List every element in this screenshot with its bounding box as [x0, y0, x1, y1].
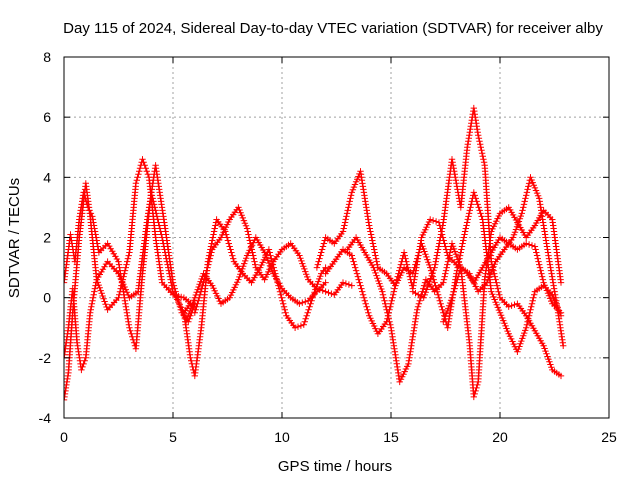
y-tick-label: -4: [39, 410, 52, 426]
series-track-3: [64, 189, 194, 352]
y-tick-label: 6: [43, 109, 51, 125]
axis-ticks: [63, 56, 610, 419]
y-tick-label: 4: [43, 169, 51, 185]
series-track-6: [182, 234, 329, 325]
x-tick-labels: 0 5 10 15 20 25: [60, 429, 617, 445]
series-track-9: [344, 204, 565, 401]
series-markers: [64, 189, 194, 352]
series-markers: [182, 234, 329, 325]
y-tick-labels: -4 -2 0 2 4 6 8: [39, 49, 52, 426]
y-tick-label: 2: [43, 230, 51, 246]
series-track-8: [322, 189, 565, 355]
series-track-10: [409, 104, 565, 380]
data-series: [64, 104, 567, 404]
x-tick-label: 20: [492, 429, 508, 445]
series-markers: [409, 104, 565, 380]
chart-title: Day 115 of 2024, Sidereal Day-to-day VTE…: [63, 20, 603, 37]
y-axis-label: SDTVAR / TECUs: [6, 178, 23, 298]
x-tick-label: 25: [601, 429, 617, 445]
series-line: [346, 206, 562, 398]
x-tick-label: 0: [60, 429, 68, 445]
series-track-1: [64, 162, 198, 374]
x-tick-label: 15: [383, 429, 399, 445]
series-markers: [322, 189, 565, 355]
x-tick-label: 10: [274, 429, 290, 445]
x-tick-label: 5: [169, 429, 177, 445]
series-markers: [440, 174, 567, 349]
series-markers: [344, 204, 565, 401]
series-track-11: [440, 174, 567, 349]
y-tick-label: 0: [43, 290, 51, 306]
y-tick-label: -2: [39, 350, 52, 366]
y-tick-label: 8: [43, 49, 51, 65]
x-axis-label: GPS time / hours: [278, 458, 392, 475]
series-markers: [64, 162, 198, 374]
